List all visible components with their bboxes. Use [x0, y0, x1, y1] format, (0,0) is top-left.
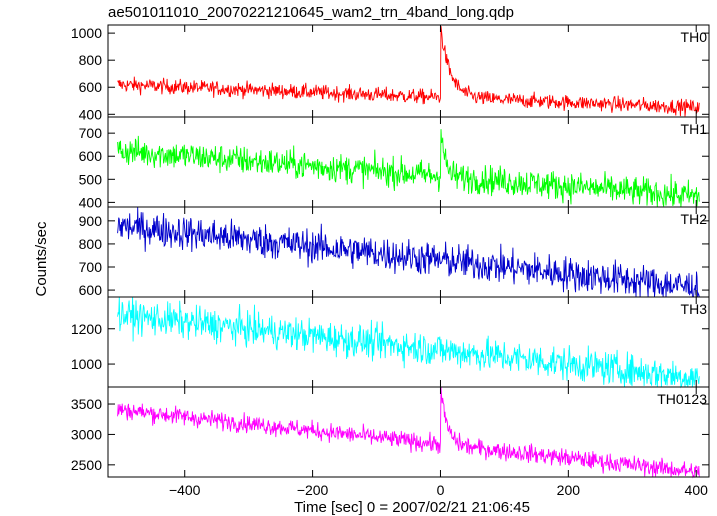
y-tick-label: 400 [79, 106, 103, 122]
panel-label: TH0123 [657, 391, 707, 407]
y-tick-label: 900 [79, 213, 103, 229]
x-tick-label: 400 [685, 482, 709, 498]
y-tick-label: 500 [79, 171, 103, 187]
panel-th2: 600 700 800 900 TH2 [79, 206, 710, 298]
panel-frame [107, 386, 710, 478]
panel-label: TH0 [681, 29, 708, 45]
series-line-th3 [117, 296, 700, 389]
x-tick-label: −200 [297, 482, 329, 498]
panel-th0123: 2500 3000 3500 TH0123 [71, 386, 710, 479]
y-tick-label: 600 [79, 148, 103, 164]
panel-th0: 400 600 800 1000 TH0 [71, 24, 710, 122]
chart-title: ae501011010_20070221210645_wam2_trn_4ban… [108, 4, 514, 21]
y-tick-label: 600 [79, 282, 103, 298]
panel-label: TH3 [681, 301, 708, 317]
y-tick-label: 600 [79, 79, 103, 95]
y-tick-label: 700 [79, 259, 103, 275]
y-tick-label: 3000 [71, 426, 102, 442]
x-axis: −400 −200 0 200 400 [169, 482, 708, 498]
series-line-th2 [117, 206, 700, 298]
panel-th1: 400 500 600 700 TH1 [79, 116, 710, 210]
y-tick-label: 1000 [71, 25, 102, 41]
y-axis-label: Counts/sec [33, 221, 50, 297]
y-tick-label: 700 [79, 125, 103, 141]
series-line-th1 [117, 129, 700, 208]
series-line-th0 [117, 26, 700, 117]
x-axis-label: Time [sec] 0 = 2007/02/21 21:06:45 [294, 499, 530, 516]
y-tick-label: 400 [79, 194, 103, 210]
x-tick-label: 200 [557, 482, 581, 498]
y-tick-label: 1200 [71, 321, 102, 337]
series-line-th0123 [117, 386, 700, 479]
x-tick-label: 0 [437, 482, 445, 498]
panel-label: TH1 [681, 121, 708, 137]
panels-group: 400 600 800 1000 TH0 400 500 600 700 TH1 600 700 800… [71, 24, 710, 479]
y-tick-label: 1000 [71, 356, 102, 372]
y-tick-label: 800 [79, 236, 103, 252]
x-tick-label: −400 [169, 482, 201, 498]
y-tick-label: 800 [79, 52, 103, 68]
y-tick-label: 2500 [71, 457, 102, 473]
y-tick-label: 3500 [71, 396, 102, 412]
panel-label: TH2 [681, 211, 708, 227]
panel-th3: 1000 1200 TH3 [71, 296, 710, 389]
